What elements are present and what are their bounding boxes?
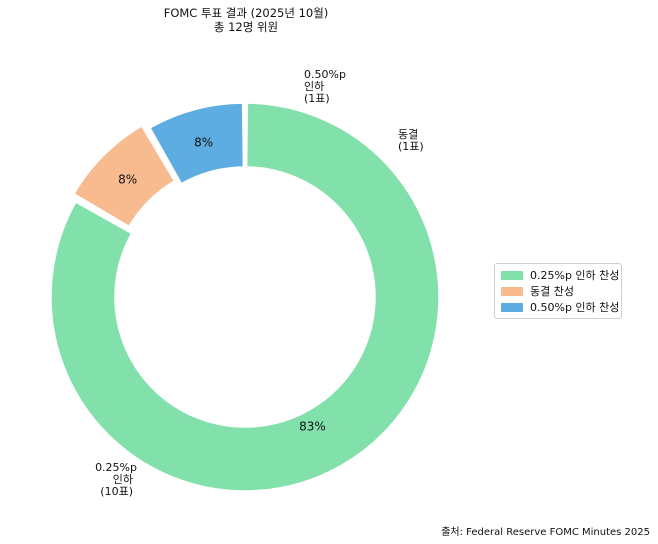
legend-swatch-3 <box>501 302 523 312</box>
legend-item-1: 0.25%p 인하 찬성 <box>501 267 619 283</box>
percent-label-2: 8% <box>118 173 137 187</box>
legend-label-3: 0.50%p 인하 찬성 <box>530 301 620 314</box>
legend-label-1: 0.25%p 인하 찬성 <box>530 269 620 282</box>
percent-label-3: 8% <box>194 135 213 149</box>
outer-label-3: 0.50%p 인하 (1표) <box>304 68 346 105</box>
percent-label-1: 83% <box>299 420 326 434</box>
chart-legend: 0.25%p 인하 찬성 동결 찬성 0.50%p 인하 찬성 <box>494 263 622 319</box>
outer-label-1: 0.25%p 인하 (10표) <box>95 461 137 498</box>
outer-label-2: 동결 (1표) <box>398 128 424 153</box>
donut-slice-3 <box>149 102 245 185</box>
legend-swatch-2 <box>501 286 523 296</box>
chart-title-line1: FOMC 투표 결과 (2025년 10월) <box>163 6 329 20</box>
donut-slice-1 <box>50 102 440 492</box>
legend-item-3: 0.50%p 인하 찬성 <box>501 299 619 315</box>
legend-label-2: 동결 찬성 <box>530 285 574 298</box>
chart-title: FOMC 투표 결과 (2025년 10월) 총 12명 위원 <box>0 6 492 34</box>
source-note: 출처: Federal Reserve FOMC Minutes 2025 <box>441 527 650 538</box>
legend-swatch-1 <box>501 270 523 280</box>
legend-item-2: 동결 찬성 <box>501 283 615 299</box>
donut-slice-2 <box>72 124 176 228</box>
chart-title-line2: 총 12명 위원 <box>213 20 279 34</box>
